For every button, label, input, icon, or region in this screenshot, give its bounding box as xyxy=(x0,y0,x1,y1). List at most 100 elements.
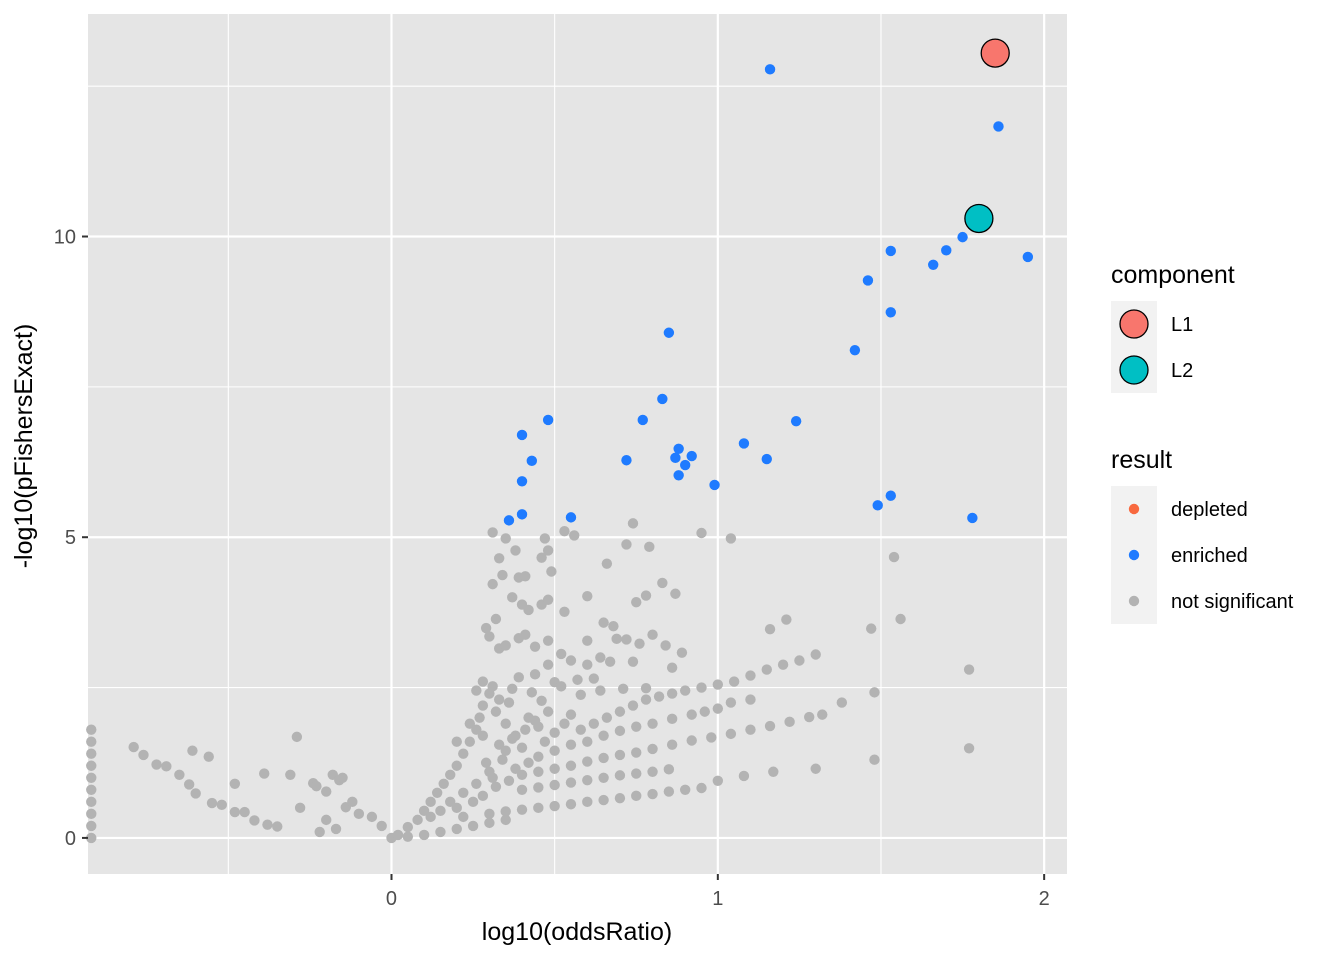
point-not-significant xyxy=(510,763,521,774)
point-enriched xyxy=(503,515,515,526)
point-not-significant xyxy=(190,788,201,799)
point-enriched xyxy=(993,121,1004,132)
point-not-significant xyxy=(546,566,557,577)
point-not-significant xyxy=(431,787,443,799)
point-not-significant xyxy=(507,733,518,744)
point-not-significant xyxy=(569,530,580,541)
point-not-significant xyxy=(533,802,544,814)
gridlines xyxy=(88,14,1067,874)
point-not-significant xyxy=(565,709,577,720)
legend-label-enriched: enriched xyxy=(1171,545,1248,567)
point-not-significant xyxy=(582,635,593,646)
point-not-significant xyxy=(272,821,283,832)
point-not-significant xyxy=(516,742,528,753)
point-not-significant xyxy=(631,596,642,608)
point-not-significant xyxy=(138,749,149,761)
point-not-significant xyxy=(614,706,626,717)
point-not-significant xyxy=(836,697,848,708)
point-not-significant xyxy=(712,775,724,786)
point-not-significant xyxy=(761,664,772,675)
plot-panel xyxy=(88,14,1067,874)
legend-symbol-L2 xyxy=(1119,355,1149,385)
point-not-significant xyxy=(520,629,531,640)
point-not-significant xyxy=(337,772,348,783)
point-not-significant xyxy=(869,687,880,698)
point-enriched xyxy=(663,327,675,338)
point-not-significant xyxy=(696,527,707,539)
point-not-significant xyxy=(647,788,658,800)
axes: 0 1 2 0 5 10 xyxy=(54,227,1050,910)
point-not-significant xyxy=(487,578,498,590)
point-not-significant xyxy=(549,779,560,791)
point-not-significant xyxy=(451,823,462,835)
point-not-significant xyxy=(621,539,632,550)
legend-symbol-L1 xyxy=(1119,309,1149,339)
point-not-significant xyxy=(555,681,567,692)
point-not-significant xyxy=(445,769,456,780)
point-not-significant xyxy=(187,745,198,756)
highlight-point-l2 xyxy=(964,203,994,234)
point-not-significant xyxy=(174,769,185,780)
point-not-significant xyxy=(542,594,554,605)
point-not-significant xyxy=(86,784,97,796)
point-not-significant xyxy=(631,721,642,732)
point-not-significant xyxy=(474,712,485,723)
point-not-significant xyxy=(582,756,593,767)
point-not-significant xyxy=(542,545,554,556)
point-not-significant xyxy=(676,647,688,658)
point-not-significant xyxy=(206,797,218,809)
point-not-significant xyxy=(529,715,541,726)
point-enriched xyxy=(637,414,648,426)
point-not-significant xyxy=(321,786,332,797)
point-not-significant xyxy=(533,766,544,777)
point-not-significant xyxy=(728,676,740,687)
point-not-significant xyxy=(503,775,515,786)
point-not-significant xyxy=(768,766,779,777)
point-not-significant xyxy=(712,703,724,714)
point-not-significant xyxy=(86,760,97,771)
point-not-significant xyxy=(471,685,482,696)
point-not-significant xyxy=(438,778,449,789)
point-not-significant xyxy=(493,553,505,564)
x-tick-label: 0 xyxy=(386,888,397,910)
point-enriched xyxy=(967,512,978,524)
point-not-significant xyxy=(686,709,697,720)
point-not-significant xyxy=(608,621,619,632)
point-not-significant xyxy=(559,718,570,729)
point-not-significant xyxy=(559,526,570,537)
point-not-significant xyxy=(582,774,593,786)
point-enriched xyxy=(790,415,802,427)
point-not-significant xyxy=(513,672,524,683)
point-not-significant xyxy=(500,814,511,826)
point-not-significant xyxy=(745,724,756,735)
point-not-significant xyxy=(582,796,593,808)
point-not-significant xyxy=(614,725,626,737)
point-not-significant xyxy=(627,700,639,711)
point-not-significant xyxy=(86,808,97,820)
point-not-significant xyxy=(464,736,476,747)
point-not-significant xyxy=(542,635,554,646)
point-not-significant xyxy=(803,711,815,723)
point-enriched xyxy=(885,245,896,257)
point-not-significant xyxy=(549,745,560,756)
point-not-significant xyxy=(565,799,577,810)
point-not-significant xyxy=(490,706,502,717)
point-not-significant xyxy=(627,518,639,529)
point-not-significant xyxy=(777,659,789,670)
point-not-significant xyxy=(696,682,707,693)
point-not-significant xyxy=(539,533,551,544)
point-not-significant xyxy=(487,772,498,783)
point-not-significant xyxy=(529,641,541,652)
point-not-significant xyxy=(536,552,547,563)
point-not-significant xyxy=(810,763,821,774)
point-not-significant xyxy=(477,790,489,802)
point-not-significant xyxy=(555,648,567,660)
point-not-significant xyxy=(500,718,511,729)
point-not-significant xyxy=(487,527,498,538)
x-tick-label: 2 xyxy=(1039,888,1050,910)
point-not-significant xyxy=(542,659,554,670)
point-not-significant xyxy=(516,769,528,780)
point-enriched xyxy=(686,450,697,462)
point-enriched xyxy=(516,476,528,487)
point-not-significant xyxy=(582,590,593,602)
